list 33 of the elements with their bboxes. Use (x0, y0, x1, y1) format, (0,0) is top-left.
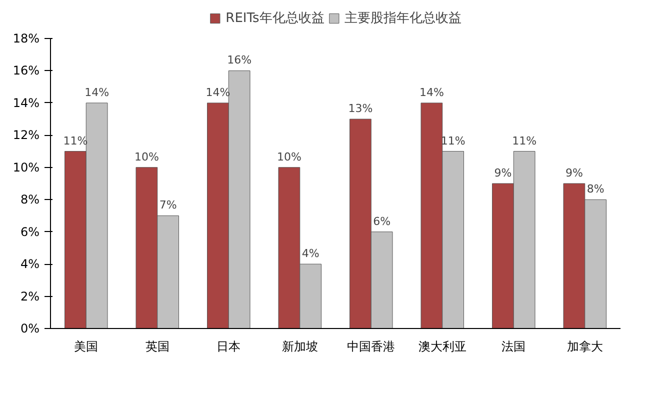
y-tick-label: 8% (20, 192, 40, 207)
legend-label: REITs年化总收益 (226, 10, 324, 27)
data-label: 11% (512, 134, 537, 148)
x-tick-label: 美国 (74, 340, 98, 354)
y-tick-label: 16% (12, 64, 40, 78)
data-label: 8% (586, 182, 604, 196)
data-label: 14% (84, 86, 110, 99)
y-tick-label: 2% (20, 289, 40, 304)
data-label: 4% (302, 247, 320, 260)
data-label: 9% (565, 166, 583, 180)
data-label: 13% (348, 102, 373, 116)
data-label: 10% (134, 150, 159, 164)
y-tick-label: 6% (20, 224, 40, 239)
x-tick-label: 英国 (145, 340, 170, 354)
data-label: 9% (494, 166, 512, 180)
x-tick-label: 新加坡 (282, 340, 318, 354)
y-tick-label: 12% (12, 128, 40, 142)
x-tick-label: 加拿大 (566, 340, 603, 354)
y-tick-label: 0% (20, 322, 40, 336)
data-label: 10% (276, 150, 302, 164)
y-tick-label: 18% (12, 32, 40, 46)
data-label: 16% (227, 54, 252, 67)
legend-label: 主要股指年化总收益 (344, 10, 462, 27)
y-tick-label: 14% (12, 96, 40, 110)
data-label: 7% (159, 198, 177, 212)
x-tick-label: 法国 (502, 340, 526, 354)
data-label: 14% (419, 86, 444, 99)
y-tick-label: 4% (20, 257, 40, 272)
data-label: 6% (373, 214, 391, 228)
x-tick-label: 澳大利亚 (418, 340, 466, 354)
y-tick-label: 10% (12, 160, 40, 174)
x-tick-label: 中国香港 (347, 340, 396, 354)
x-tick-label: 日本 (216, 340, 241, 354)
